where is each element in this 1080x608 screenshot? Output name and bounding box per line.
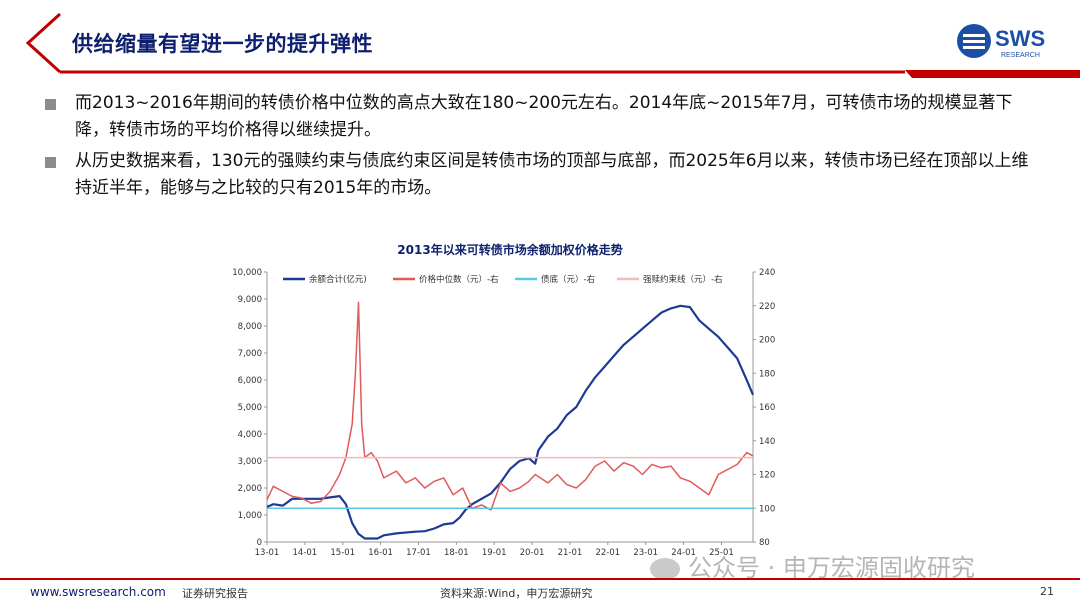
- bullet-list: 而2013~2016年期间的转债价格中位数的高点大致在180~200元左右。20…: [45, 90, 1035, 206]
- x-tick-label: 15-01: [330, 548, 355, 558]
- bullet-item: 从历史数据来看，130元的强赎约束与债底约束区间是转债市场的顶部与底部，而202…: [45, 148, 1035, 202]
- y-left-tick-label: 5,000: [238, 403, 262, 413]
- y-right-tick-label: 140: [759, 437, 775, 447]
- y-left-tick-label: 3,000: [238, 457, 262, 467]
- x-tick-label: 13-01: [255, 548, 280, 558]
- series-line: [266, 304, 755, 540]
- legend-label: 债底（元）-右: [541, 274, 595, 285]
- x-tick-label: 23-01: [633, 548, 658, 558]
- legend-label: 余额合计(亿元): [309, 274, 367, 285]
- legend-label: 价格中位数（元）-右: [419, 274, 499, 285]
- y-right-tick-label: 160: [759, 403, 775, 413]
- y-left-tick-label: 8,000: [238, 322, 262, 332]
- y-left-tick-label: 0: [257, 538, 262, 548]
- x-tick-label: 18-01: [444, 548, 469, 558]
- logo-subtext: RESEARCH: [1001, 52, 1040, 59]
- watermark-text: 公众号 · 申万宏源固收研究: [688, 554, 975, 582]
- y-right-tick-label: 180: [759, 369, 775, 379]
- bullet-text: 从历史数据来看，130元的强赎约束与债底约束区间是转债市场的顶部与底部，而202…: [75, 151, 1029, 198]
- x-tick-label: 19-01: [482, 548, 507, 558]
- title-banner: [25, 12, 1080, 78]
- y-left-tick-label: 10,000: [232, 268, 262, 278]
- y-right-tick-label: 220: [759, 302, 775, 312]
- page-number: 21: [1040, 585, 1054, 598]
- x-tick-label: 17-01: [406, 548, 431, 558]
- x-tick-label: 25-01: [709, 548, 734, 558]
- y-left-tick-label: 9,000: [238, 295, 262, 305]
- watermark: 公众号 · 申万宏源固收研究: [650, 548, 975, 583]
- footer-url-link[interactable]: www.swsresearch.com: [30, 585, 166, 599]
- x-tick-label: 16-01: [368, 548, 393, 558]
- series-line: [266, 301, 754, 511]
- x-tick-label: 22-01: [595, 548, 620, 558]
- page-title: 供给缩量有望进一步的提升弹性: [72, 32, 373, 56]
- x-tick-label: 20-01: [520, 548, 545, 558]
- y-right-tick-label: 80: [759, 538, 770, 548]
- slide-header: 供给缩量有望进一步的提升弹性 SWS RESEARCH: [0, 0, 1080, 80]
- y-right-tick-label: 200: [759, 336, 775, 346]
- bullet-item: 而2013~2016年期间的转债价格中位数的高点大致在180~200元左右。20…: [45, 90, 1035, 144]
- y-right-tick-label: 100: [759, 504, 775, 514]
- y-left-tick-label: 7,000: [238, 349, 262, 359]
- y-right-tick-label: 240: [759, 268, 775, 278]
- footer-divider: [0, 578, 1080, 580]
- y-left-tick-label: 2,000: [238, 484, 262, 494]
- y-left-tick-label: 4,000: [238, 430, 262, 440]
- chart-container: 2013年以来可转债市场余额加权价格走势余额合计(亿元) 价格中位数（元）-右 债底…: [225, 238, 785, 568]
- x-tick-label: 24-01: [671, 548, 696, 558]
- logo-text: SWS: [995, 26, 1045, 51]
- footer-source: 资料来源:Wind，申万宏源研究: [440, 587, 593, 600]
- wechat-icon: [650, 558, 680, 580]
- y-left-tick-label: 1,000: [238, 511, 262, 521]
- sws-logo: SWS RESEARCH: [957, 24, 1045, 59]
- x-tick-label: 21-01: [558, 548, 583, 558]
- bullet-text: 而2013~2016年期间的转债价格中位数的高点大致在180~200元左右。20…: [75, 93, 1013, 140]
- chart-title: 2013年以来可转债市场余额加权价格走势: [397, 242, 622, 257]
- slide-footer: www.swsresearch.com 证券研究报告 资料来源:Wind，申万宏…: [0, 578, 1080, 608]
- legend-label: 强赎约束线（元）-右: [643, 274, 723, 285]
- x-tick-label: 14-01: [293, 548, 318, 558]
- footer-category: 证券研究报告: [182, 587, 248, 600]
- bullet-square-icon: [45, 157, 56, 168]
- y-left-tick-label: 6,000: [238, 376, 262, 386]
- y-right-tick-label: 120: [759, 471, 775, 481]
- bullet-square-icon: [45, 99, 56, 110]
